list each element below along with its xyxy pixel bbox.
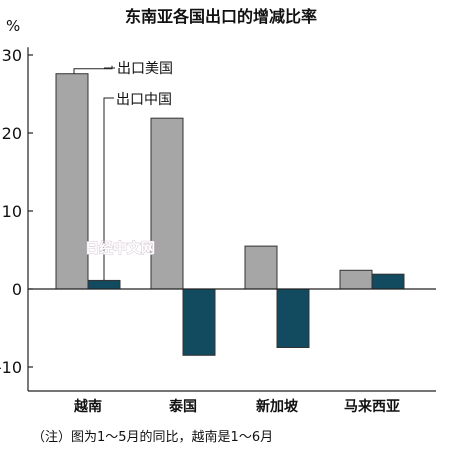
y-tick-label: 30 xyxy=(2,46,22,65)
y-tick-label: 10 xyxy=(2,202,22,221)
category-label: 越南 xyxy=(73,398,102,415)
y-tick-label: 20 xyxy=(2,124,22,143)
bar-cn-3 xyxy=(371,273,405,290)
y-tick-label: -10 xyxy=(0,358,22,377)
axes-group xyxy=(27,47,436,392)
bar-cn-1 xyxy=(182,288,216,356)
chart-title: 东南亚各国出口的增减比率 xyxy=(125,7,317,26)
x-category-labels: 越南 泰国 新加坡 马来西亚 xyxy=(73,398,400,415)
bar-cn-2 xyxy=(276,288,310,348)
bars-group xyxy=(55,73,405,356)
bar-us-2 xyxy=(244,245,278,290)
chart-note: （注）图为1～5月的同比，越南是1～6月 xyxy=(32,429,273,445)
y-tick-labels: 30 20 10 0 -10 xyxy=(0,46,22,377)
watermark-text: 日经中文网 xyxy=(85,240,155,257)
y-axis-unit: % xyxy=(6,17,20,35)
bar-us-1 xyxy=(150,117,184,290)
category-label: 新加坡 xyxy=(256,398,299,415)
legend-label-us: 出口美国 xyxy=(117,61,173,77)
category-label: 泰国 xyxy=(168,398,197,415)
category-label: 马来西亚 xyxy=(344,399,400,415)
legend-label-cn: 出口中国 xyxy=(116,92,172,108)
y-tick-label: 0 xyxy=(12,280,22,299)
bar-us-3 xyxy=(339,269,373,290)
legend-leader-cn xyxy=(103,97,114,281)
legend-leader-us xyxy=(73,65,113,74)
bar-us-0 xyxy=(55,73,89,290)
bar-cn-0 xyxy=(87,279,121,290)
